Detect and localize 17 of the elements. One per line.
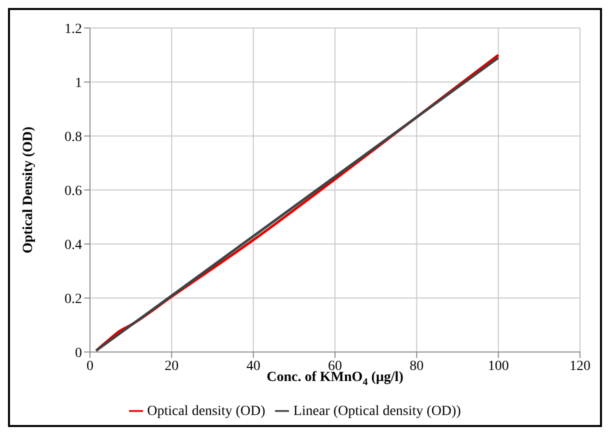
x-axis-title: Conc. of KMnO$_{4}$ (µg/l) bbox=[266, 370, 404, 388]
x-tick-label: 100 bbox=[488, 358, 509, 374]
y-tick-label: 0 bbox=[75, 346, 82, 361]
y-tick-label: 0.6 bbox=[64, 184, 82, 199]
y-tick-label: 0.2 bbox=[64, 292, 82, 307]
x-tick-label: 40 bbox=[246, 358, 260, 374]
x-tick-label: 120 bbox=[570, 358, 590, 374]
y-tick-label: 1 bbox=[75, 76, 82, 91]
y-axis-title: Optical Density (OD) bbox=[20, 126, 36, 254]
x-tick-label: 20 bbox=[164, 358, 179, 374]
x-tick-label: 0 bbox=[86, 358, 94, 374]
legend-label: Optical density (OD) bbox=[147, 404, 266, 419]
y-tick-label: 1.2 bbox=[64, 22, 82, 37]
y-tick-label: 0.8 bbox=[64, 130, 82, 145]
y-tick-label: 0.4 bbox=[64, 238, 82, 253]
x-tick-label: 80 bbox=[410, 358, 424, 374]
legend-label: Linear (Optical density (OD)) bbox=[293, 404, 461, 419]
